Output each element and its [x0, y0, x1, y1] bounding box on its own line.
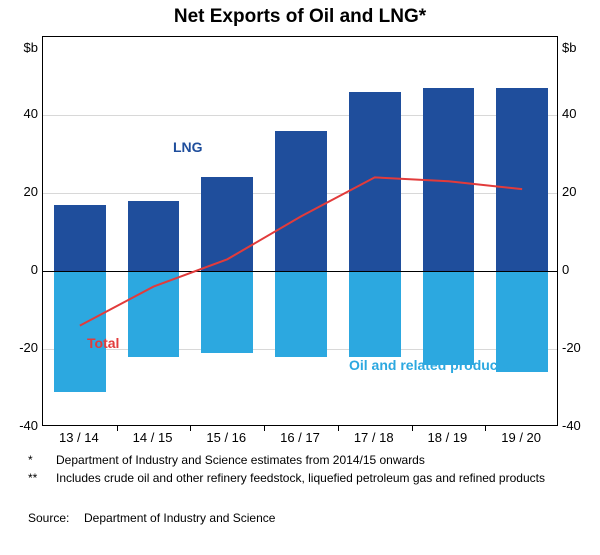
- footnote-marker: *: [28, 452, 56, 468]
- source-line: Source:Department of Industry and Scienc…: [28, 510, 275, 526]
- y-unit-right: $b: [562, 40, 576, 55]
- y-tick-right: -20: [562, 340, 581, 355]
- footnote-text: Includes crude oil and other refinery fe…: [56, 470, 576, 486]
- label-oil: Oil and related products**: [349, 357, 521, 373]
- y-tick-right: -40: [562, 418, 581, 433]
- source-text: Department of Industry and Science: [84, 511, 275, 525]
- x-label: 15 / 16: [189, 430, 263, 445]
- x-label: 18 / 19: [411, 430, 485, 445]
- label-total: Total: [87, 335, 119, 351]
- y-tick-right: 20: [562, 184, 576, 199]
- footnote: **Includes crude oil and other refinery …: [28, 470, 576, 486]
- footnote-text: Department of Industry and Science estim…: [56, 452, 576, 468]
- plot-area: LNG Total Oil and related products**: [42, 36, 558, 426]
- y-tick-right: 0: [562, 262, 569, 277]
- source-label: Source:: [28, 510, 84, 526]
- y-tick-right: 40: [562, 106, 576, 121]
- label-lng: LNG: [173, 139, 203, 155]
- y-tick-left: 40: [24, 106, 38, 121]
- footnote: *Department of Industry and Science esti…: [28, 452, 576, 468]
- y-tick-left: -20: [19, 340, 38, 355]
- chart-title: Net Exports of Oil and LNG*: [0, 0, 600, 28]
- x-label: 19 / 20: [484, 430, 558, 445]
- y-tick-left: 20: [24, 184, 38, 199]
- x-label: 17 / 18: [337, 430, 411, 445]
- chart-container: Net Exports of Oil and LNG* LNG Total Oil …: [0, 0, 600, 555]
- y-tick-left: -40: [19, 418, 38, 433]
- x-label: 13 / 14: [42, 430, 116, 445]
- y-tick-left: 0: [31, 262, 38, 277]
- y-unit-left: $b: [24, 40, 38, 55]
- footnote-marker: **: [28, 470, 56, 486]
- x-label: 14 / 15: [116, 430, 190, 445]
- x-label: 16 / 17: [263, 430, 337, 445]
